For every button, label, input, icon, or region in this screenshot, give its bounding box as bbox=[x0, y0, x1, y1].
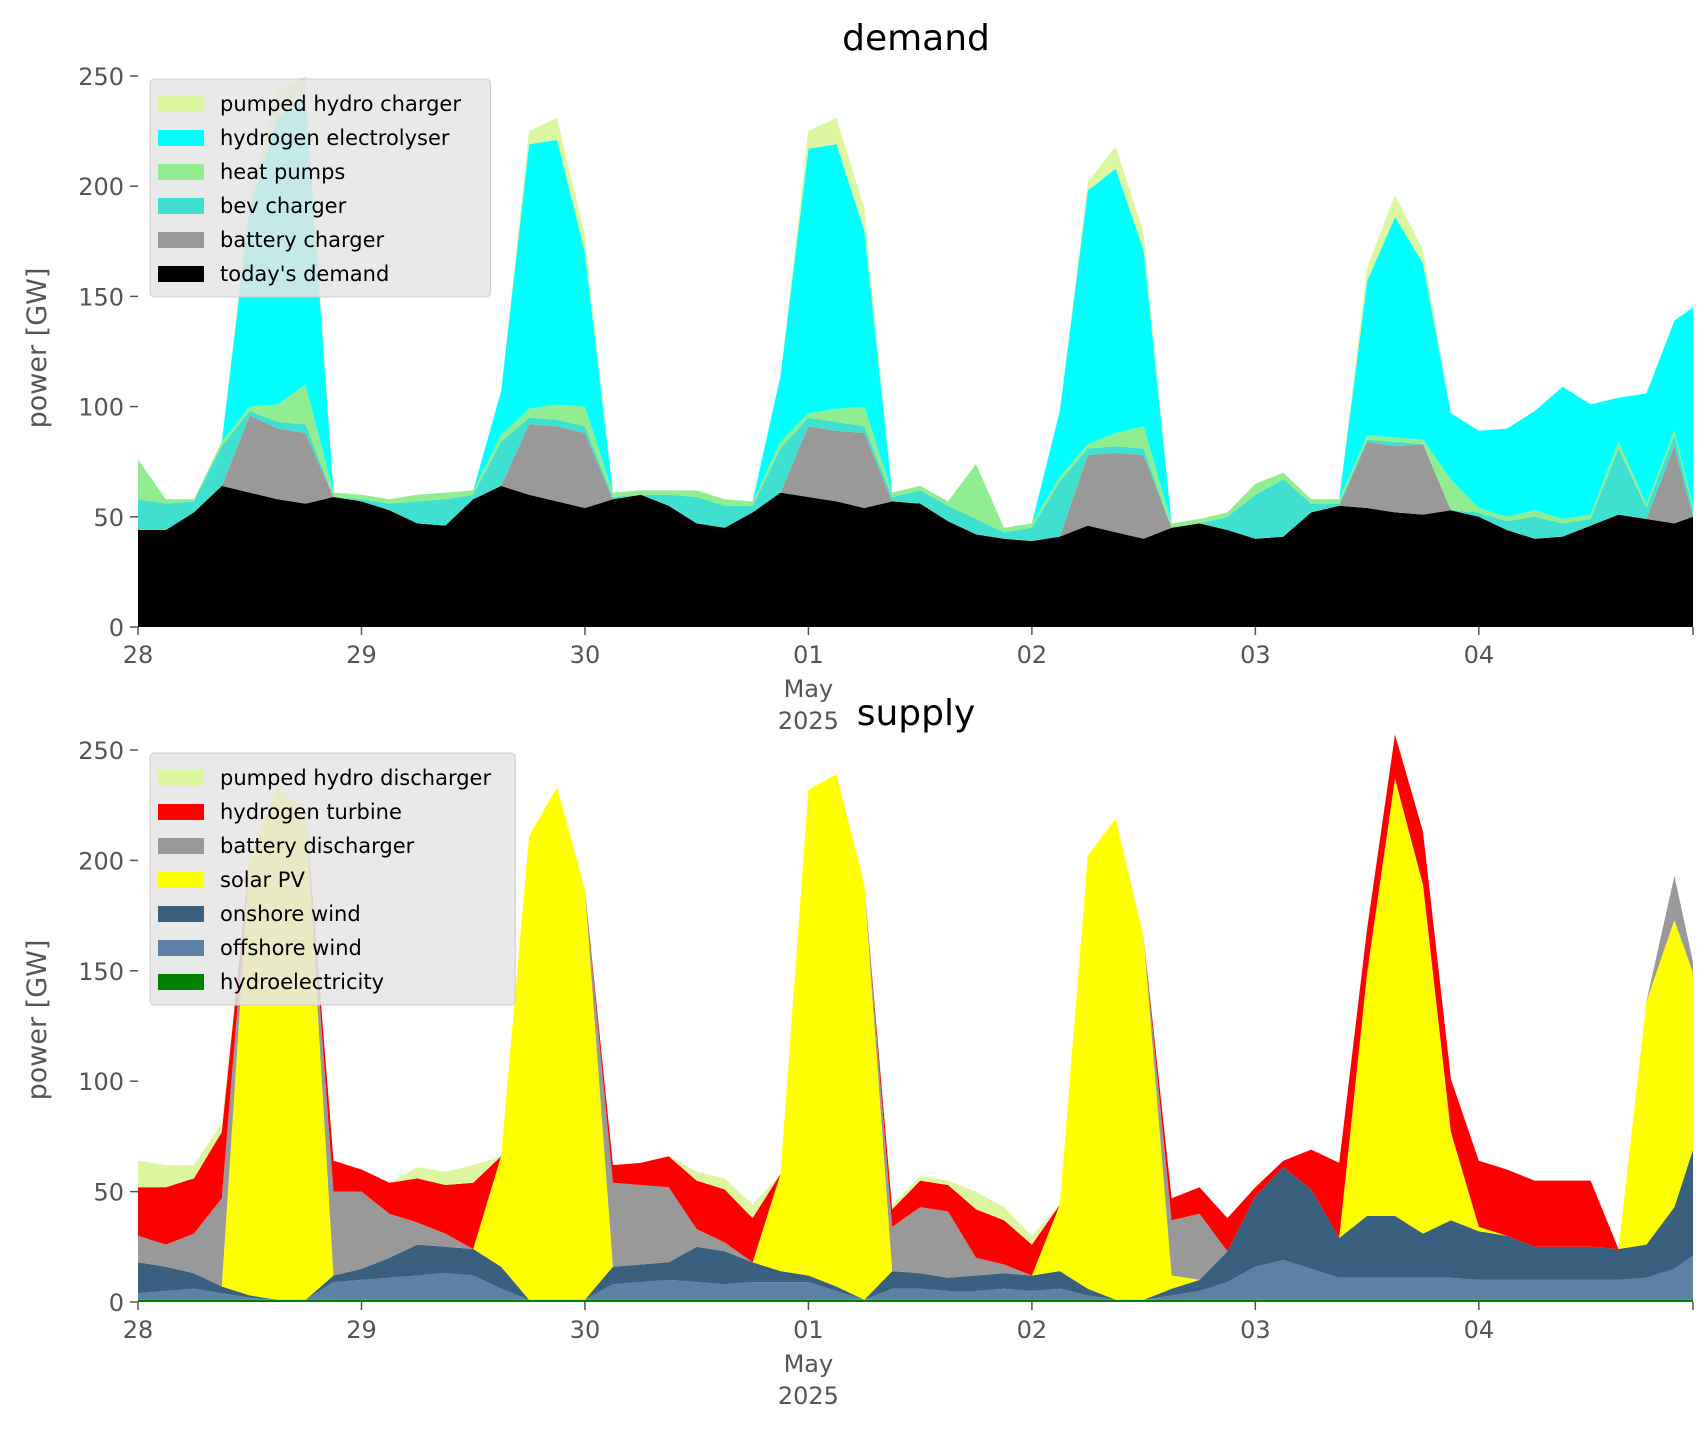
demand-y-tick-label: 250 bbox=[78, 63, 124, 91]
demand-y-tick-label: 0 bbox=[109, 614, 124, 642]
supply-x-tick-label: 03 bbox=[1240, 1316, 1271, 1344]
demand-legend-swatch bbox=[158, 96, 204, 112]
supply-legend-swatch bbox=[158, 770, 204, 786]
supply-area-solar-pv bbox=[138, 708, 1693, 1300]
demand-areas bbox=[138, 76, 1693, 627]
supply-legend-label: hydrogen turbine bbox=[220, 800, 402, 824]
supply-x-tick-label: 02 bbox=[1017, 1316, 1048, 1344]
demand-legend-label: hydrogen electrolyser bbox=[220, 126, 450, 150]
supply-x-tick-label: 01 bbox=[793, 1316, 824, 1344]
supply-title: supply bbox=[857, 693, 976, 734]
supply-x-tick-label: 28 bbox=[123, 1316, 154, 1344]
supply-y-tick-label: 150 bbox=[78, 958, 124, 986]
demand-y-axis-label: power [GW] bbox=[22, 268, 53, 429]
demand-y-tick-label: 100 bbox=[78, 394, 124, 422]
supply-legend-swatch bbox=[158, 838, 204, 854]
demand-x-offset-label: May bbox=[784, 675, 834, 703]
supply-legend: pumped hydro discharger hydrogen turbine b… bbox=[149, 752, 516, 1006]
demand-legend-swatch bbox=[158, 130, 204, 146]
demand-legend: pumped hydro charger hydrogen electrolyse… bbox=[149, 78, 491, 298]
demand-y-tick-label: 150 bbox=[78, 283, 124, 311]
demand-legend-label: bev charger bbox=[220, 194, 347, 218]
supply-axes: 0 50 100 150 200 250 28 29 30 01 02 03 04 May 2025 bbox=[78, 737, 1694, 1410]
supply-y-tick-label: 250 bbox=[78, 737, 124, 765]
supply-legend-label: hydroelectricity bbox=[220, 970, 384, 994]
demand-area-hydrogen-electrolyser bbox=[138, 98, 1693, 528]
supply-area-onshore-wind bbox=[138, 1079, 1693, 1300]
demand-legend-label: pumped hydro charger bbox=[220, 92, 461, 116]
demand-legend-swatch bbox=[158, 232, 204, 248]
demand-title: demand bbox=[842, 18, 990, 59]
demand-legend-box bbox=[149, 78, 491, 298]
supply-legend-swatch bbox=[158, 872, 204, 888]
demand-x-tick-label: 28 bbox=[123, 641, 154, 669]
demand-legend-label: battery charger bbox=[220, 228, 385, 252]
demand-legend-swatch bbox=[158, 164, 204, 180]
supply-legend-label: onshore wind bbox=[220, 902, 361, 926]
supply-areas bbox=[138, 708, 1693, 1302]
demand-area-today-s-demand bbox=[138, 485, 1693, 627]
demand-area-bev-charger bbox=[138, 411, 1693, 544]
demand-y-tick-label: 200 bbox=[78, 173, 124, 201]
supply-legend-box bbox=[149, 752, 516, 1006]
demand-x-offset-label: 2025 bbox=[778, 707, 839, 735]
demand-x-tick-label: 01 bbox=[793, 641, 824, 669]
supply-x-tick-label: 04 bbox=[1464, 1316, 1495, 1344]
demand-x-tick-label: 03 bbox=[1240, 641, 1271, 669]
supply-area-hydrogen-turbine bbox=[138, 708, 1693, 1276]
supply-y-axis-label: power [GW] bbox=[22, 940, 53, 1101]
supply-legend-label: battery discharger bbox=[220, 834, 415, 858]
demand-legend-swatch bbox=[158, 266, 204, 282]
supply-x-offset-label: May bbox=[784, 1350, 834, 1378]
demand-x-tick-label: 29 bbox=[346, 641, 377, 669]
supply-area-offshore-wind bbox=[138, 1220, 1693, 1300]
demand-x-tick-label: 04 bbox=[1464, 641, 1495, 669]
supply-legend-label: pumped hydro discharger bbox=[220, 766, 491, 790]
supply-y-tick-label: 100 bbox=[78, 1068, 124, 1096]
demand-legend-label: today's demand bbox=[220, 262, 389, 286]
demand-x-tick-label: 30 bbox=[570, 641, 601, 669]
demand-legend-label: heat pumps bbox=[220, 160, 345, 184]
demand-legend-swatch bbox=[158, 198, 204, 214]
supply-legend-swatch bbox=[158, 940, 204, 956]
supply-x-tick-label: 29 bbox=[346, 1316, 377, 1344]
supply-x-tick-label: 30 bbox=[570, 1316, 601, 1344]
supply-y-tick-label: 50 bbox=[93, 1179, 124, 1207]
demand-y-tick-label: 50 bbox=[93, 504, 124, 532]
supply-legend-swatch bbox=[158, 974, 204, 990]
demand-x-tick-label: 02 bbox=[1017, 641, 1048, 669]
supply-legend-label: offshore wind bbox=[220, 936, 362, 960]
supply-legend-swatch bbox=[158, 906, 204, 922]
supply-y-tick-label: 200 bbox=[78, 847, 124, 875]
supply-x-offset-label: 2025 bbox=[778, 1382, 839, 1410]
supply-y-tick-label: 0 bbox=[109, 1289, 124, 1317]
supply-legend-label: solar PV bbox=[220, 868, 305, 892]
supply-legend-swatch bbox=[158, 804, 204, 820]
demand-area-heat-pumps bbox=[138, 384, 1693, 533]
demand-axes: 0 50 100 150 200 250 28 29 30 01 02 03 04 May 2025 bbox=[78, 63, 1694, 735]
demand-area-battery-charger bbox=[138, 415, 1693, 544]
